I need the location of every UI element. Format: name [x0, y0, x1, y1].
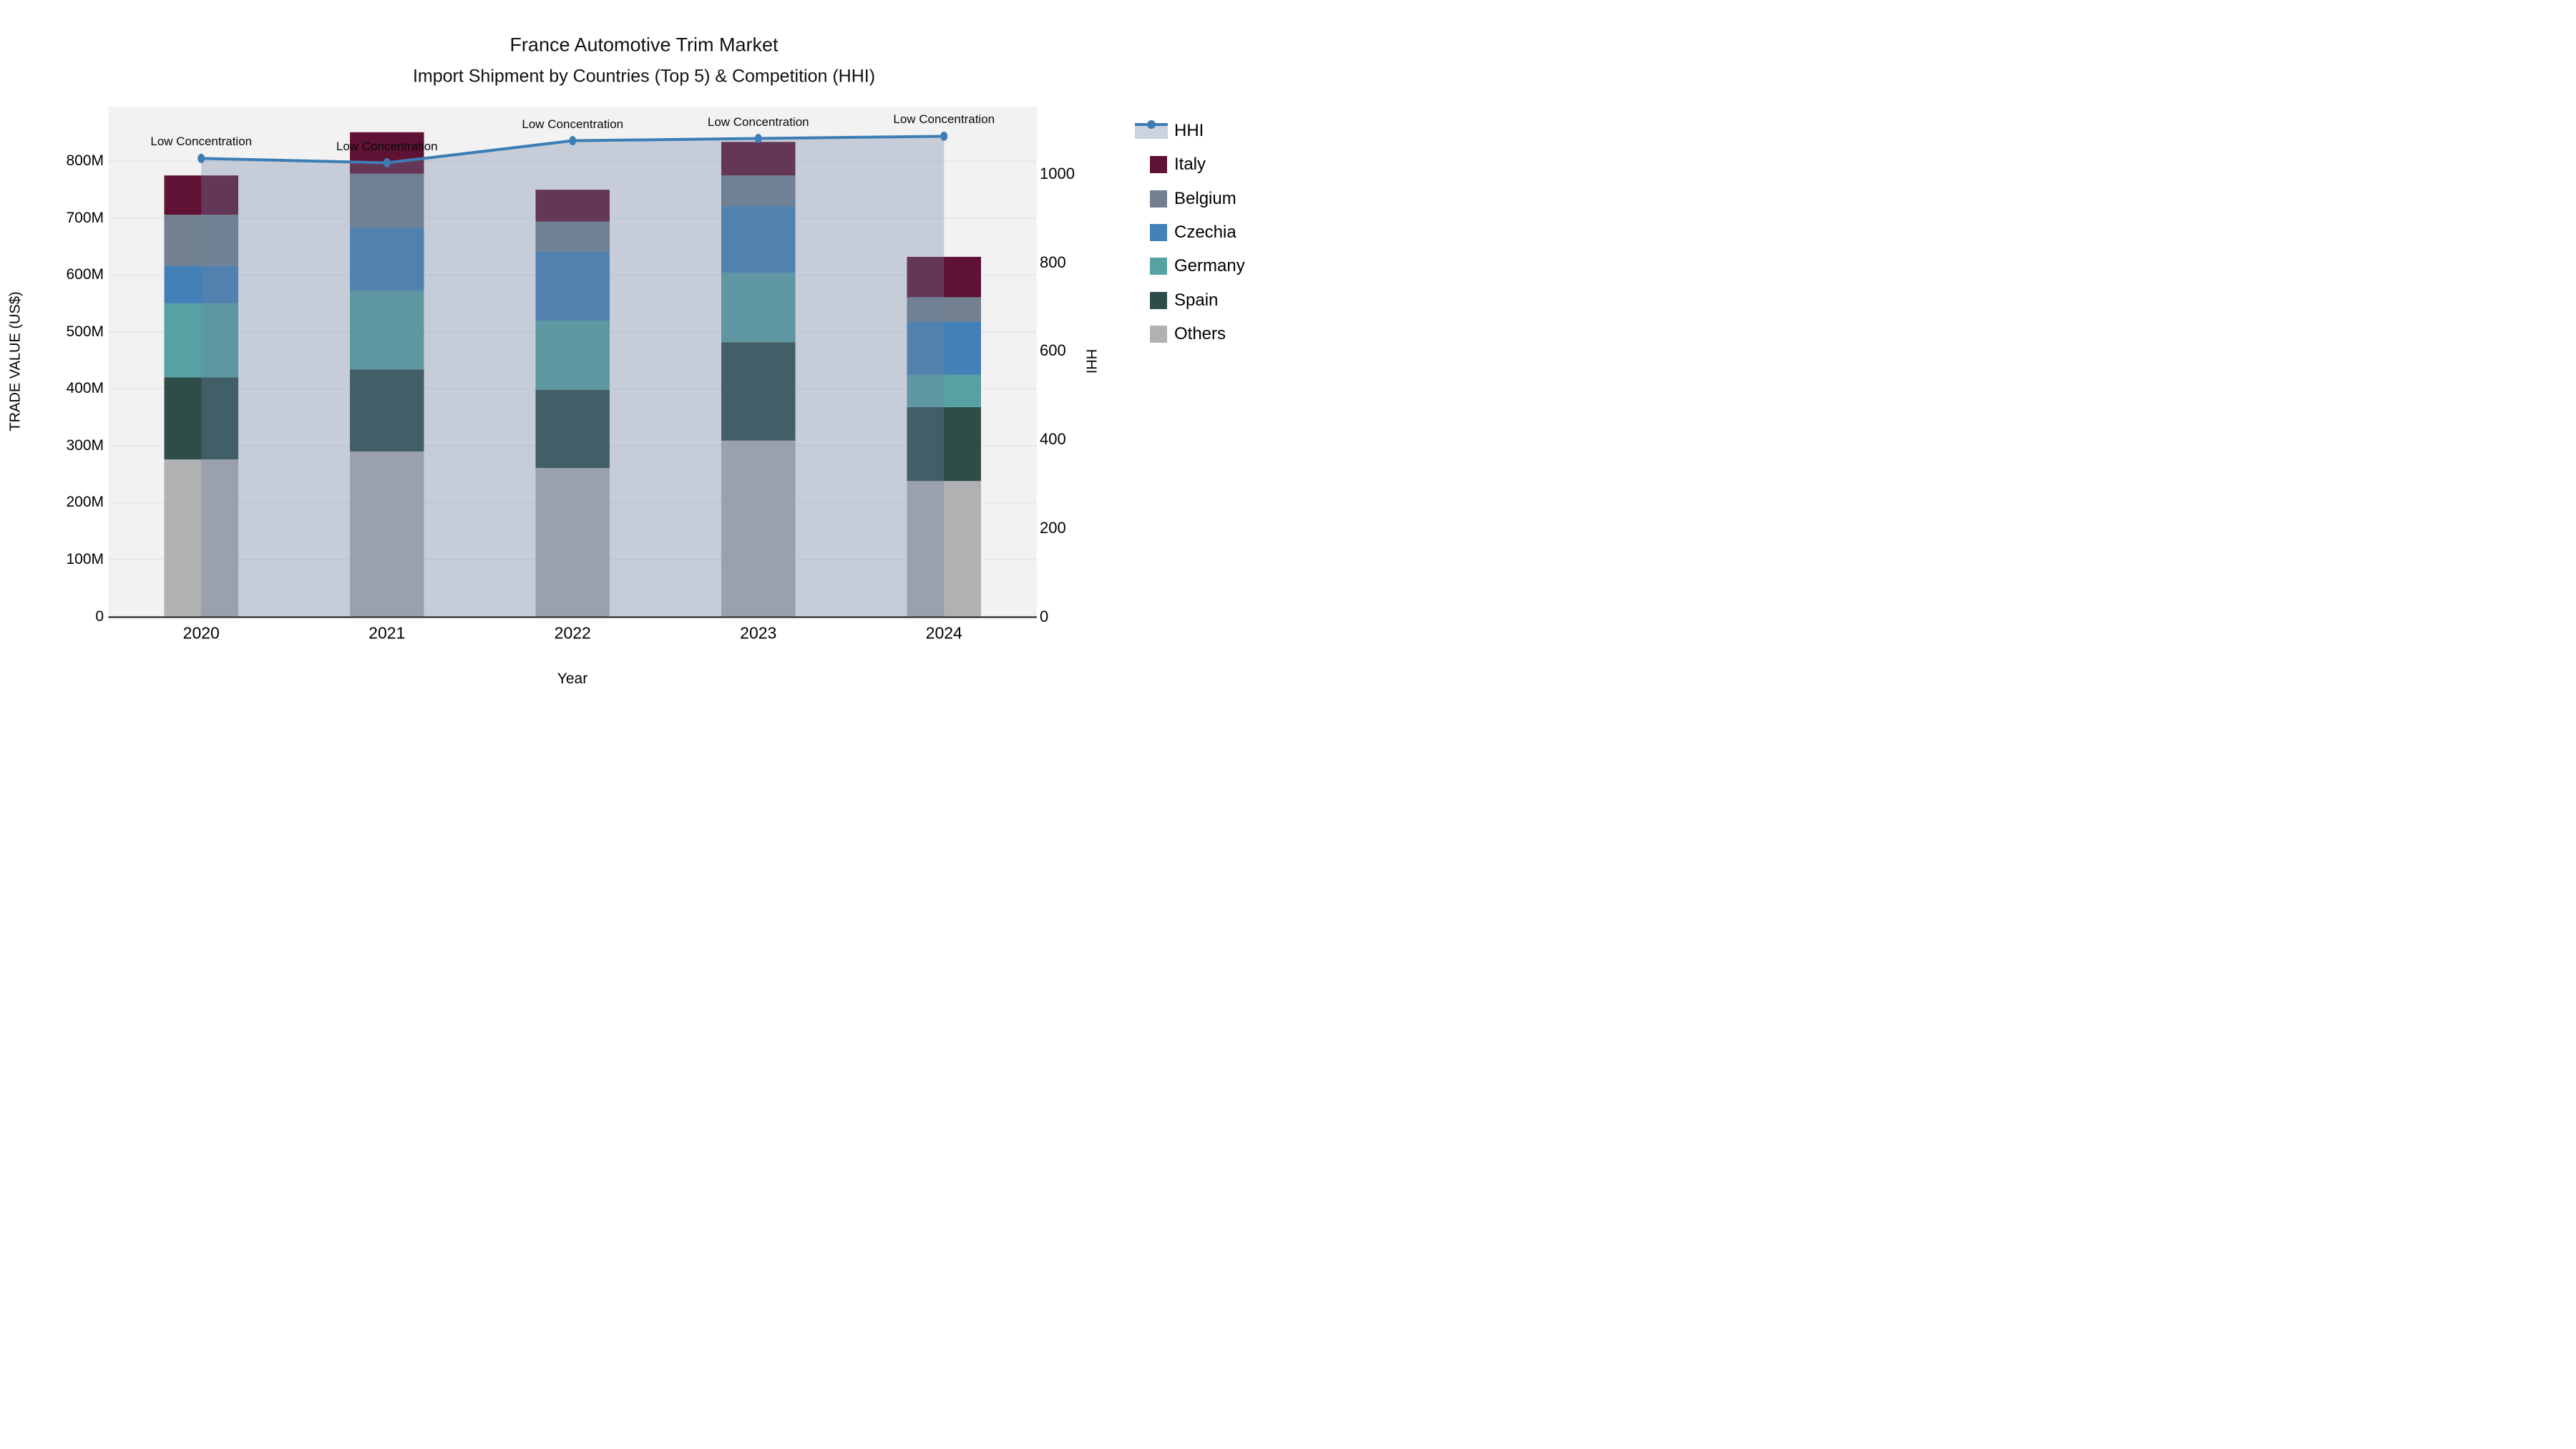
y-left-tick-500M: 500M	[66, 323, 104, 340]
legend-label: Belgium	[1174, 188, 1236, 208]
bar-segment-italy-2022	[535, 190, 610, 222]
x-axis-title: Year	[557, 670, 588, 687]
legend-label: HHI	[1174, 121, 1204, 140]
bar-segment-czechia-2022	[535, 251, 610, 321]
swatch-germany	[1150, 258, 1167, 275]
bar-segment-czechia-2024	[907, 321, 981, 375]
bar-segment-others-2021	[350, 451, 424, 617]
legend-label: Germany	[1174, 256, 1245, 276]
chart-figure: France Automotive Trim Market Import Shi…	[0, 0, 1288, 725]
hhi-marker-2024	[940, 131, 948, 141]
y-left-tick-700M: 700M	[66, 209, 104, 226]
swatch-belgium	[1150, 190, 1167, 208]
bar-segment-belgium-2021	[350, 173, 424, 228]
bar-segment-others-2020	[164, 459, 238, 617]
hhi-marker-2020	[197, 153, 205, 163]
y-axis-right-title: HHI	[1083, 348, 1099, 374]
y-left-tick-400M: 400M	[66, 380, 104, 397]
swatch-spain	[1150, 291, 1167, 309]
x-tick-2024: 2024	[925, 623, 962, 643]
hhi-marker-2021	[383, 158, 391, 168]
annotation-low-concentration-2023: Low Concentration	[707, 114, 809, 129]
swatch-others	[1150, 325, 1167, 343]
legend-color-swatch-icon	[1135, 250, 1168, 283]
chart-title: France Automotive Trim Market	[509, 34, 779, 56]
bar-segment-czechia-2021	[350, 228, 424, 291]
legend-color-swatch-icon	[1135, 148, 1168, 181]
y-left-tick-200M: 200M	[66, 494, 104, 511]
bar-segment-belgium-2020	[164, 215, 238, 266]
legend-item-hhi: HHI	[1135, 114, 1204, 147]
bar-segment-italy-2020	[164, 175, 238, 215]
y-right-tick-800: 800	[1040, 253, 1066, 271]
legend-label: Spain	[1174, 290, 1219, 310]
bar-segment-germany-2023	[721, 273, 796, 343]
bar-segment-spain-2021	[350, 369, 424, 452]
hhi-area-fill	[201, 136, 945, 617]
bar-segment-italy-2024	[907, 256, 981, 298]
y-right-tick-400: 400	[1040, 430, 1066, 449]
legend-hhi-line-icon	[1135, 114, 1168, 147]
bar-segment-others-2024	[907, 481, 981, 617]
bar-segment-germany-2022	[535, 320, 610, 391]
x-tick-2022: 2022	[554, 623, 591, 643]
bar-segment-belgium-2023	[721, 175, 796, 207]
legend-color-swatch-icon	[1135, 182, 1168, 215]
y-left-tick-800M: 800M	[66, 152, 104, 170]
y-right-tick-1000: 1000	[1040, 165, 1075, 182]
bar-segment-spain-2020	[164, 377, 238, 460]
bar-segment-italy-2023	[721, 142, 796, 176]
hhi-dot	[1147, 120, 1156, 129]
annotation-low-concentration-2021: Low Concentration	[336, 139, 438, 153]
legend-item-spain: Spain	[1135, 284, 1218, 317]
legend-item-others: Others	[1135, 318, 1226, 351]
legend-item-italy: Italy	[1135, 148, 1206, 181]
chart-canvas	[108, 107, 1037, 618]
y-left-tick-600M: 600M	[66, 266, 104, 283]
bar-segment-belgium-2022	[535, 221, 610, 252]
legend-label: Italy	[1174, 155, 1206, 175]
legend-item-belgium: Belgium	[1135, 182, 1236, 215]
bar-segment-germany-2024	[907, 374, 981, 407]
y-right-tick-200: 200	[1040, 518, 1066, 537]
legend-item-czechia: Czechia	[1135, 216, 1236, 249]
y-left-tick-300M: 300M	[66, 436, 104, 454]
legend-label: Others	[1174, 323, 1226, 343]
bar-segment-czechia-2023	[721, 206, 796, 273]
bar-segment-germany-2020	[164, 303, 238, 378]
bar-segment-spain-2023	[721, 342, 796, 441]
bar-segment-others-2023	[721, 440, 796, 617]
bar-segment-germany-2021	[350, 291, 424, 370]
annotation-low-concentration-2020: Low Concentration	[150, 135, 253, 149]
y-left-tick-100M: 100M	[66, 550, 104, 567]
y-right-tick-600: 600	[1040, 341, 1066, 360]
bar-segment-spain-2022	[535, 390, 610, 468]
x-tick-2020: 2020	[182, 623, 220, 643]
bar-segment-belgium-2024	[907, 297, 981, 322]
y-axis-left-title: TRADE VALUE (US$)	[7, 291, 24, 431]
swatch-czechia	[1150, 223, 1167, 241]
legend-color-swatch-icon	[1135, 318, 1168, 351]
hhi-band	[1135, 125, 1168, 139]
y-left-tick-0: 0	[95, 608, 104, 625]
bar-segment-others-2022	[535, 467, 610, 617]
hhi-marker-2022	[569, 136, 577, 146]
legend-color-swatch-icon	[1135, 216, 1168, 249]
annotation-low-concentration-2022: Low Concentration	[522, 117, 624, 131]
legend-label: Czechia	[1174, 222, 1236, 242]
annotation-low-concentration-2024: Low Concentration	[893, 112, 995, 127]
legend-item-germany: Germany	[1135, 250, 1245, 283]
swatch-italy	[1150, 156, 1167, 174]
hhi-marker-2023	[754, 134, 762, 144]
legend-color-swatch-icon	[1135, 284, 1168, 317]
x-tick-2023: 2023	[740, 623, 777, 643]
bar-segment-czechia-2020	[164, 265, 238, 304]
bar-segment-spain-2024	[907, 406, 981, 482]
chart-subtitle: Import Shipment by Countries (Top 5) & C…	[412, 66, 876, 87]
x-tick-2021: 2021	[369, 623, 406, 643]
y-right-tick-0: 0	[1040, 607, 1049, 625]
